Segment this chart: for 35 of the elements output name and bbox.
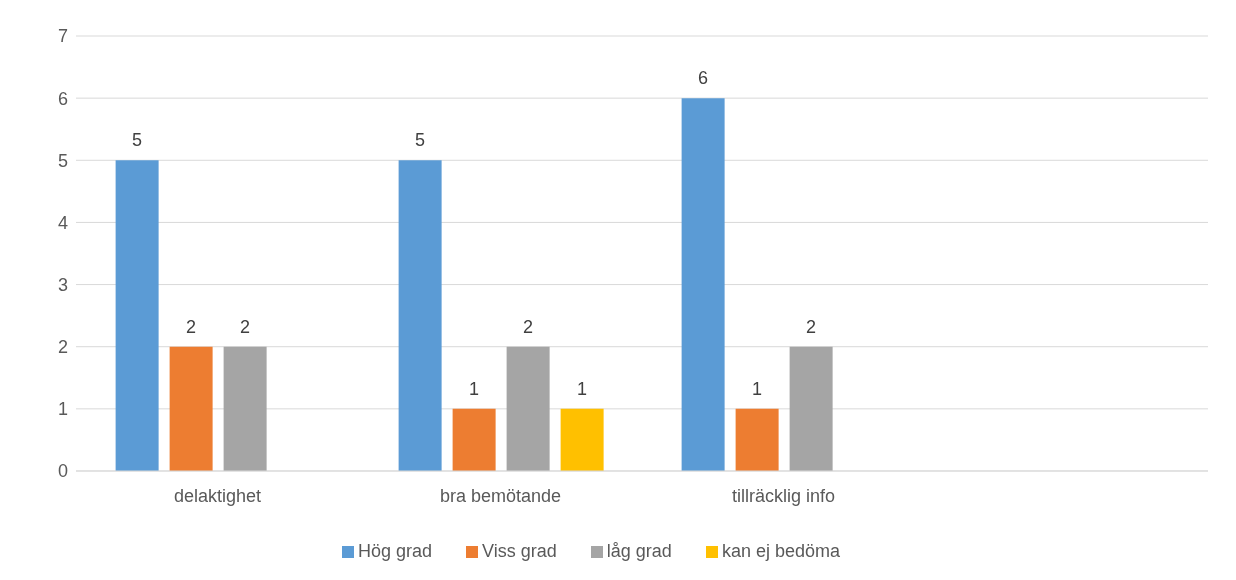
bar [115,160,159,471]
bar [169,346,213,471]
y-tick-label: 3 [57,274,68,295]
y-tick-label: 5 [57,150,68,171]
bar [223,346,267,471]
legend-label: låg grad [606,541,672,561]
bar [789,346,833,471]
data-label: 2 [523,316,534,337]
legend-label: Hög grad [358,541,433,561]
y-tick-label: 4 [57,212,68,233]
y-tick-label: 6 [57,88,68,109]
data-label: 5 [132,130,143,151]
data-label: 2 [186,316,197,337]
x-tick-label: tillräcklig info [731,485,836,506]
x-tick-label: delaktighet [173,485,262,506]
bar [452,408,496,471]
y-tick-label: 0 [57,461,68,482]
data-label: 1 [752,378,763,399]
y-tick-label: 1 [57,399,68,420]
data-label: 2 [806,316,817,337]
data-label: 2 [240,316,251,337]
data-label: 5 [415,130,426,151]
data-label: 1 [469,378,480,399]
bar [560,408,604,471]
bar [735,408,779,471]
bar [506,346,550,471]
data-label: 1 [577,378,588,399]
data-label: 6 [698,68,709,89]
y-tick-label: 7 [57,26,68,47]
legend-label: kan ej bedöma [721,541,840,561]
x-tick-label: bra bemötande [439,485,562,506]
bar [398,160,442,471]
legend-label: Viss grad [482,541,557,561]
bar [681,98,725,471]
y-tick-label: 2 [57,337,68,358]
